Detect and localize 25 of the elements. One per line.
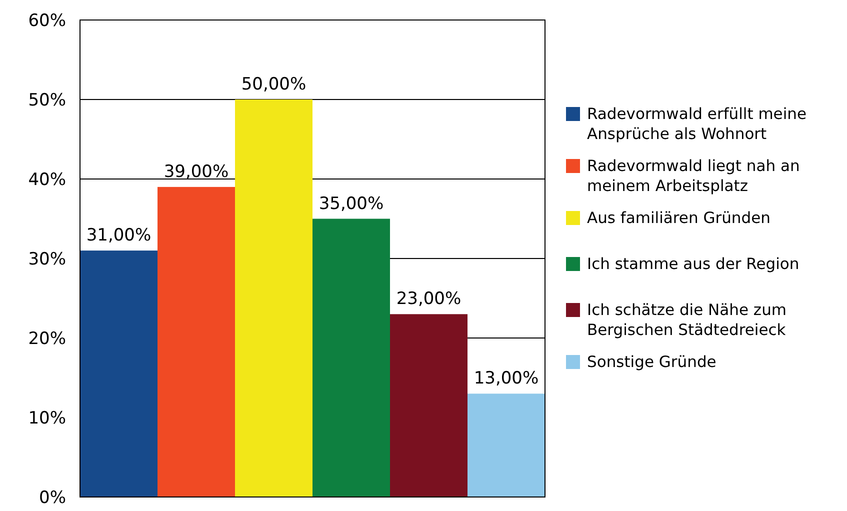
legend-label: Sonstige Gründe [587, 353, 716, 371]
data-label: 23,00% [396, 289, 462, 310]
legend-label: Ich schätze die Nähe zum Bergischen Städtedreieck [587, 301, 786, 339]
y-tick-label: 50% [28, 90, 66, 110]
legend-label: Radevormwald erfüllt meine Ansprüche als Wohnort [587, 105, 807, 143]
bar [390, 314, 468, 497]
bar [235, 100, 312, 497]
y-tick-label: 40% [28, 170, 66, 190]
bar [158, 186, 235, 497]
y-tick-label: 20% [28, 328, 66, 349]
bar [80, 250, 158, 497]
legend-label: Radevormwald liegt nah an meinem Arbeitsplatz [587, 157, 800, 195]
bar [468, 394, 545, 497]
data-label: 39,00% [164, 162, 229, 182]
legend-label: Aus familiären Gründen [587, 209, 770, 227]
y-tick-label: 10% [28, 408, 66, 428]
y-tick-label: 0% [39, 488, 66, 508]
data-label: 31,00% [86, 226, 152, 246]
bar [312, 218, 390, 497]
legend-label: Ich stamme aus der Region [587, 255, 800, 273]
data-label: 13,00% [474, 368, 539, 389]
y-tick-label: 60% [28, 10, 66, 31]
y-tick-label: 30% [28, 249, 66, 270]
data-label: 50,00% [241, 74, 306, 94]
data-label: 35,00% [318, 194, 384, 214]
